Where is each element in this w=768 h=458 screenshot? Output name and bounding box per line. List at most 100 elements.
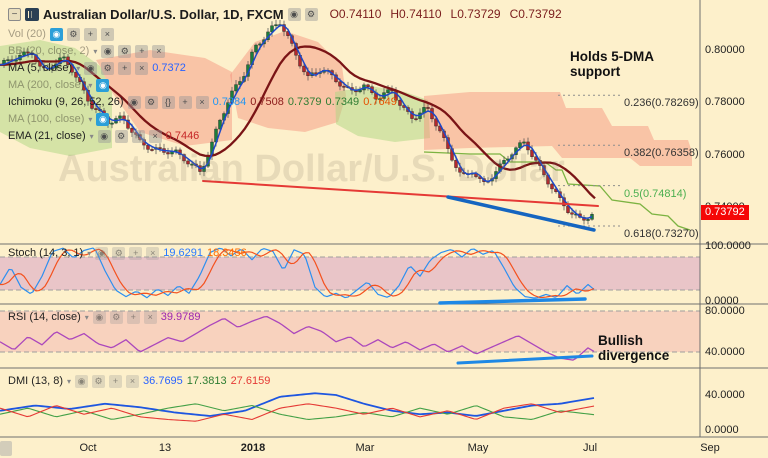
stoch-d-line <box>0 248 595 299</box>
rsi-tick: 80.0000 <box>705 305 745 317</box>
eye-icon[interactable]: ◉ <box>287 7 301 21</box>
dropdown-arrow-icon[interactable]: ▾ <box>87 248 92 258</box>
collapse-icon[interactable]: − <box>8 7 21 21</box>
candle-body <box>62 56 66 59</box>
candle-body <box>126 119 130 129</box>
plus-icon[interactable]: + <box>126 310 140 324</box>
gear-icon[interactable]: ⚙ <box>118 44 132 58</box>
indicator-value: 0.7384 <box>212 96 247 108</box>
close-icon[interactable]: × <box>195 95 209 109</box>
chart-logo-icon[interactable] <box>25 7 39 21</box>
eye-icon[interactable]: ◉ <box>96 112 110 126</box>
indicator-label-ma100: MA (100, close) <box>8 113 85 125</box>
dropdown-arrow-icon[interactable]: ▾ <box>76 63 81 73</box>
gear-icon[interactable]: ⚙ <box>144 95 158 109</box>
panel-value: 17.3813 <box>186 375 227 387</box>
plus-icon[interactable]: + <box>118 61 132 75</box>
close-icon[interactable]: × <box>152 44 166 58</box>
rsi-blue-trendline[interactable] <box>456 354 594 365</box>
braces-icon[interactable]: {} <box>161 95 175 109</box>
open-value: O0.74110 <box>329 7 382 21</box>
panel-label-dmi: DMI (13, 8) <box>8 375 64 387</box>
eye-icon[interactable]: ◉ <box>49 27 63 41</box>
panel-label-rsi: RSI (14, close) <box>8 311 81 323</box>
gear-icon[interactable]: ⚙ <box>109 310 123 324</box>
plus-icon[interactable]: + <box>131 129 145 143</box>
annotation-bullish-divergence[interactable]: Bullish divergence <box>598 333 670 364</box>
candle-body <box>386 89 390 93</box>
candle-body <box>306 71 310 76</box>
dmi-tick: 0.0000 <box>705 424 739 436</box>
dropdown-arrow-icon[interactable]: ▾ <box>67 376 72 386</box>
dropdown-arrow-icon[interactable]: ▾ <box>93 46 98 56</box>
dropdown-arrow-icon[interactable]: ▾ <box>88 80 93 90</box>
panel-value: 39.9789 <box>160 311 201 323</box>
gear-icon[interactable]: ⚙ <box>101 61 115 75</box>
price-red-trendline[interactable] <box>202 180 599 207</box>
ichimoku-cloud <box>0 40 112 156</box>
eye-icon[interactable]: ◉ <box>75 374 89 388</box>
fib-level-label[interactable]: 0.236(0.78269) <box>624 97 699 110</box>
stoch-tick: 100.0000 <box>705 240 751 252</box>
fib-level-label[interactable]: 0.382(0.76358) <box>624 147 699 160</box>
eye-icon[interactable]: ◉ <box>97 129 111 143</box>
panel-value: 19.6291 <box>163 247 203 259</box>
close-icon[interactable]: × <box>135 61 149 75</box>
eye-icon[interactable]: ◉ <box>84 61 98 75</box>
candle-body <box>398 100 402 106</box>
indicator-value: 0.7508 <box>250 96 284 108</box>
close-icon[interactable]: × <box>126 374 140 388</box>
candle-body <box>74 72 78 78</box>
indicator-label-vol: Vol (20) <box>8 28 46 40</box>
gear-icon[interactable]: ⚙ <box>112 246 126 260</box>
plus-icon[interactable]: + <box>129 246 143 260</box>
axis-settings-button[interactable] <box>0 441 12 456</box>
close-icon[interactable]: × <box>143 310 157 324</box>
dropdown-arrow-icon[interactable]: ▾ <box>88 114 93 124</box>
gear-icon[interactable]: ⚙ <box>114 129 128 143</box>
plus-icon[interactable]: + <box>178 95 192 109</box>
fib-level-label[interactable]: 0.618(0.73270) <box>624 227 699 240</box>
indicator-label-ma5: MA (5, close) <box>8 62 73 74</box>
dropdown-arrow-icon[interactable]: ▾ <box>84 312 89 322</box>
gear-icon[interactable]: ⚙ <box>66 27 80 41</box>
dmi-minus-di-line <box>0 403 595 422</box>
indicator-row-ma5: MA (5, close) ▾ ◉ ⚙ + × 0.7372 <box>8 61 186 75</box>
price-tick: 0.76000 <box>705 149 745 161</box>
candle-body <box>586 219 590 221</box>
fib-level-label[interactable]: 0.5(0.74814) <box>624 187 687 200</box>
eye-icon[interactable]: ◉ <box>96 78 110 92</box>
gear-icon[interactable]: ⚙ <box>304 7 318 21</box>
candle-body <box>94 108 98 110</box>
stoch-blue-trendline[interactable] <box>438 297 587 305</box>
dropdown-arrow-icon[interactable]: ▾ <box>89 131 94 141</box>
time-tick: Sep <box>700 442 720 454</box>
eye-icon[interactable]: ◉ <box>101 44 115 58</box>
last-price-label: 0.73792 <box>701 205 749 220</box>
plus-icon[interactable]: + <box>109 374 123 388</box>
ichimoku-cloud <box>230 31 346 132</box>
time-tick: May <box>467 442 489 454</box>
price-blue-trendline[interactable] <box>446 195 596 232</box>
candle-body <box>190 163 194 166</box>
candle-body <box>502 160 506 165</box>
close-icon[interactable]: × <box>148 129 162 143</box>
close-icon[interactable]: × <box>100 27 114 41</box>
plus-icon[interactable]: + <box>135 44 149 58</box>
candle-body <box>110 122 114 125</box>
eye-icon[interactable]: ◉ <box>95 246 109 260</box>
symbol-header: − Australian Dollar/U.S. Dollar, 1D, FXC… <box>8 7 562 22</box>
annotation-holds-5dma[interactable]: Holds 5-DMA support <box>570 49 654 80</box>
candle-body <box>522 141 526 144</box>
indicator-value: 0.7372 <box>152 62 186 74</box>
ichimoku-cloud <box>96 50 232 146</box>
close-icon[interactable]: × <box>146 246 160 260</box>
panel-label-stoch: Stoch (14, 3, 1) <box>8 247 84 259</box>
plus-icon[interactable]: + <box>83 27 97 41</box>
panel-header-stoch: Stoch (14, 3, 1) ▾ ◉ ⚙ + × 19.6291 18.3456 <box>8 246 247 260</box>
gear-icon[interactable]: ⚙ <box>92 374 106 388</box>
eye-icon[interactable]: ◉ <box>127 95 141 109</box>
eye-icon[interactable]: ◉ <box>92 310 106 324</box>
